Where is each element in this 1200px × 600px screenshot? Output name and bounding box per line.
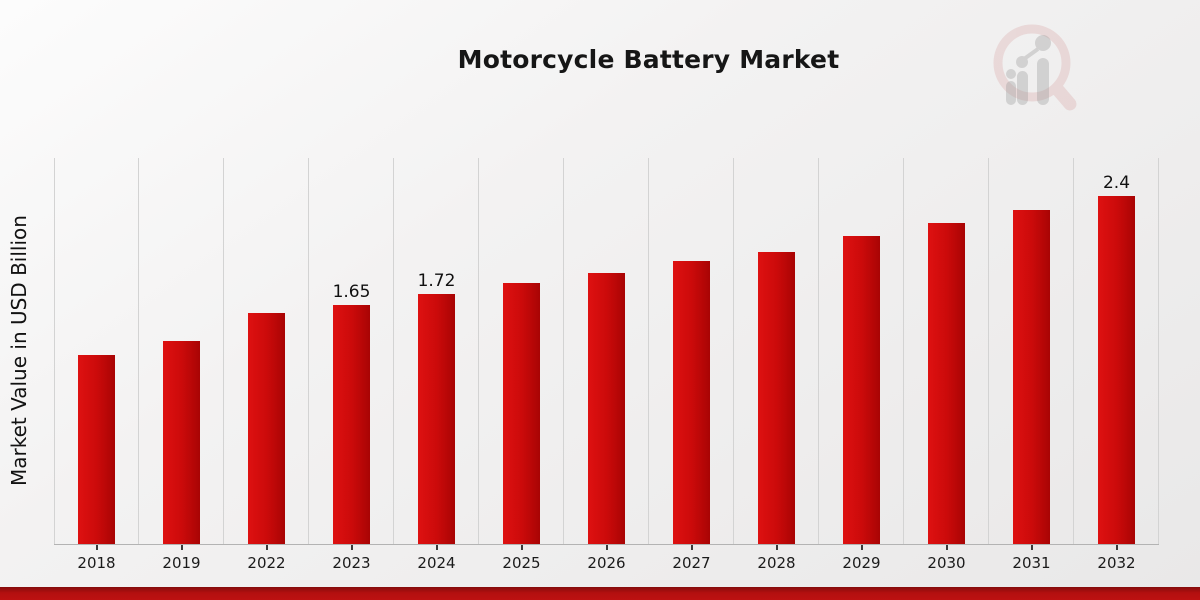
bar-column: 1.65 2023 xyxy=(309,158,394,572)
vertical-gridline xyxy=(138,158,139,544)
bar xyxy=(163,341,200,544)
bar-column: 2029 xyxy=(819,158,904,572)
bar xyxy=(758,252,795,544)
bar-value-label: 1.65 xyxy=(332,282,371,302)
bar xyxy=(928,223,965,544)
bar xyxy=(248,313,285,544)
x-axis-label: 2018 xyxy=(77,554,116,572)
bar xyxy=(1098,196,1135,544)
market-research-future-logo xyxy=(993,24,1077,111)
magnifier-icon xyxy=(993,24,1077,111)
x-axis-label: 2028 xyxy=(757,554,796,572)
vertical-gridline xyxy=(223,158,224,544)
bar-column: 2025 xyxy=(479,158,564,572)
bar-value-label: 1.72 xyxy=(417,271,456,291)
bar-value-label: 2.4 xyxy=(1102,173,1131,193)
x-axis-tick xyxy=(776,545,778,550)
vertical-gridline xyxy=(478,158,479,544)
x-axis-tick xyxy=(691,545,693,550)
bar xyxy=(503,283,540,544)
vertical-gridline xyxy=(308,158,309,544)
x-axis-tick xyxy=(1031,545,1033,550)
bar xyxy=(333,305,370,544)
x-axis-label: 2023 xyxy=(332,554,371,572)
x-axis-tick xyxy=(1116,545,1118,550)
bar xyxy=(78,355,115,544)
x-axis-label: 2025 xyxy=(502,554,541,572)
x-axis-label: 2024 xyxy=(417,554,456,572)
x-axis-label: 2032 xyxy=(1097,554,1136,572)
bar-column: 2018 xyxy=(54,158,139,572)
x-axis-label: 2026 xyxy=(587,554,626,572)
vertical-gridline xyxy=(903,158,904,544)
x-axis-tick xyxy=(266,545,268,550)
bar-column: 2030 xyxy=(904,158,989,572)
bar-column: 2031 xyxy=(989,158,1074,572)
x-axis-label: 2030 xyxy=(927,554,966,572)
bar-growth-icon xyxy=(1006,35,1051,105)
vertical-gridline xyxy=(988,158,989,544)
x-axis-tick xyxy=(521,545,523,550)
x-axis-label: 2022 xyxy=(247,554,286,572)
bar xyxy=(418,294,455,544)
x-axis-label: 2027 xyxy=(672,554,711,572)
x-axis-tick xyxy=(606,545,608,550)
x-axis-tick xyxy=(351,545,353,550)
bar-column: 2022 xyxy=(224,158,309,572)
bar xyxy=(1013,210,1050,544)
x-axis-tick xyxy=(181,545,183,550)
x-axis-tick xyxy=(946,545,948,550)
x-axis-tick xyxy=(861,545,863,550)
vertical-gridline xyxy=(818,158,819,544)
bar xyxy=(588,273,625,544)
bar-column: 2019 xyxy=(139,158,224,572)
vertical-gridline xyxy=(1073,158,1074,544)
bar xyxy=(673,261,710,544)
bar-column: 2028 xyxy=(734,158,819,572)
x-axis-label: 2031 xyxy=(1012,554,1051,572)
vertical-gridline xyxy=(648,158,649,544)
vertical-gridline xyxy=(393,158,394,544)
vertical-gridline xyxy=(733,158,734,544)
plot-area: 2018 2019 2022 1.65 2023 1.72 2024 2025 2026 2027… xyxy=(54,158,1159,572)
bar-column: 2027 xyxy=(649,158,734,572)
vertical-gridline xyxy=(54,158,55,544)
bar xyxy=(843,236,880,544)
vertical-gridline xyxy=(563,158,564,544)
vertical-gridline xyxy=(1158,158,1159,544)
x-axis-tick xyxy=(436,545,438,550)
bottom-accent-bar xyxy=(0,587,1200,600)
y-axis-title: Market Value in USD Billion xyxy=(7,215,31,487)
bar-column: 2026 xyxy=(564,158,649,572)
bar-column: 1.72 2024 xyxy=(394,158,479,572)
x-axis-label: 2019 xyxy=(162,554,201,572)
bar-column: 2.4 2032 xyxy=(1074,158,1159,572)
x-axis-label: 2029 xyxy=(842,554,881,572)
x-axis-tick xyxy=(96,545,98,550)
chart-title: Motorcycle Battery Market xyxy=(457,45,840,74)
